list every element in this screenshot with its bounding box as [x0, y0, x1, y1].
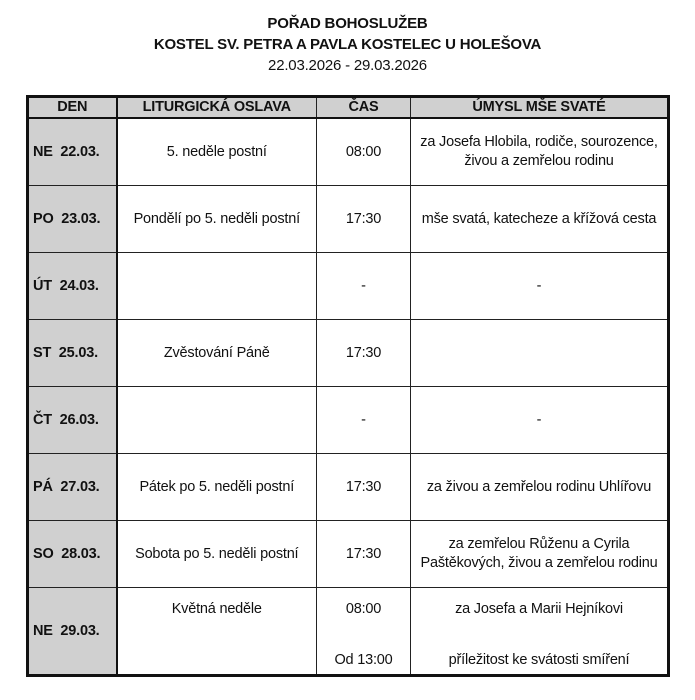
intention-text: za Josefa a Marii Hejníkovi	[455, 601, 623, 617]
table-row: NE 29.03. Květná neděle 08:00 Od 13:00 za…	[27, 587, 669, 676]
table-header-row: DEN LITURGICKÁ OSLAVA ČAS ÚMYSL MŠE SVAT…	[27, 96, 669, 119]
intention-cell: mše svatá, katecheze a křížová cesta	[410, 185, 669, 253]
table-row: NE 22.03. 5. neděle postní 08:00 za Josefa …	[27, 117, 669, 186]
page-title: POŘAD BOHOSLUŽEB	[267, 15, 428, 32]
intention-cell	[410, 319, 669, 387]
time-cell: 08:00	[316, 117, 411, 186]
day-cell: SO 28.03.	[27, 520, 118, 588]
time-cell: 17:30	[316, 520, 411, 588]
day-cell: PO 23.03.	[27, 185, 118, 253]
time-cell: 17:30	[316, 453, 411, 521]
table-row: ÚT 24.03. - -	[27, 252, 669, 320]
intention-cell: za zemřelou Růženu a Cyrila Paštěkových,…	[410, 520, 669, 588]
day-cell: ST 25.03.	[27, 319, 118, 387]
time-cell: -	[316, 252, 411, 320]
column-header-celebration: LITURGICKÁ OSLAVA	[116, 96, 317, 119]
celebration-cell	[116, 252, 317, 320]
time-text: 08:00	[345, 601, 382, 617]
intention-text: příležitost ke svátosti smíření	[448, 652, 630, 668]
table-row: ČT 26.03. - -	[27, 386, 669, 454]
intention-cell: -	[410, 386, 669, 454]
day-cell: PÁ 27.03.	[27, 453, 118, 521]
table-row: SO 28.03. Sobota po 5. neděli postní 17:30…	[27, 520, 669, 588]
intention-cell: -	[410, 252, 669, 320]
intention-cell: za Josefa a Marii Hejníkovi příležitost k…	[410, 587, 669, 676]
intention-cell: za živou a zemřelou rodinu Uhlířovu	[410, 453, 669, 521]
day-cell: NE 22.03.	[27, 117, 118, 186]
table-row: ST 25.03. Zvěstování Páně 17:30	[27, 319, 669, 387]
column-header-time: ČAS	[316, 96, 411, 119]
celebration-cell: 5. neděle postní	[116, 117, 317, 186]
table-row: PO 23.03. Pondělí po 5. neděli postní 17:3…	[27, 185, 669, 253]
column-header-intention: ÚMYSL MŠE SVATÉ	[410, 96, 669, 119]
celebration-cell: Pondělí po 5. neděli postní	[116, 185, 317, 253]
table-row: PÁ 27.03. Pátek po 5. neděli postní 17:30 z…	[27, 453, 669, 521]
celebration-cell: Pátek po 5. neděli postní	[116, 453, 317, 521]
church-name: KOSTEL SV. PETRA A PAVLA KOSTELEC U HOLE…	[153, 36, 542, 53]
column-header-day: DEN	[27, 96, 118, 119]
time-text: Od 13:00	[334, 652, 393, 668]
celebration-cell: Květná neděle	[116, 587, 317, 676]
celebration-text: Květná neděle	[171, 601, 262, 617]
day-cell: NE 29.03.	[27, 587, 118, 676]
time-cell: 17:30	[316, 319, 411, 387]
day-cell: ČT 26.03.	[27, 386, 118, 454]
intention-cell: za Josefa Hlobila, rodiče, sourozence, ž…	[410, 117, 669, 186]
time-cell: 17:30	[316, 185, 411, 253]
time-cell: -	[316, 386, 411, 454]
day-cell: ÚT 24.03.	[27, 252, 118, 320]
time-cell: 08:00 Od 13:00	[316, 587, 411, 676]
celebration-cell: Sobota po 5. neděli postní	[116, 520, 317, 588]
date-range: 22.03.2026 - 29.03.2026	[268, 57, 427, 74]
celebration-cell: Zvěstování Páně	[116, 319, 317, 387]
celebration-cell	[116, 386, 317, 454]
schedule-table: DEN LITURGICKÁ OSLAVA ČAS ÚMYSL MŠE SVAT…	[26, 95, 670, 677]
